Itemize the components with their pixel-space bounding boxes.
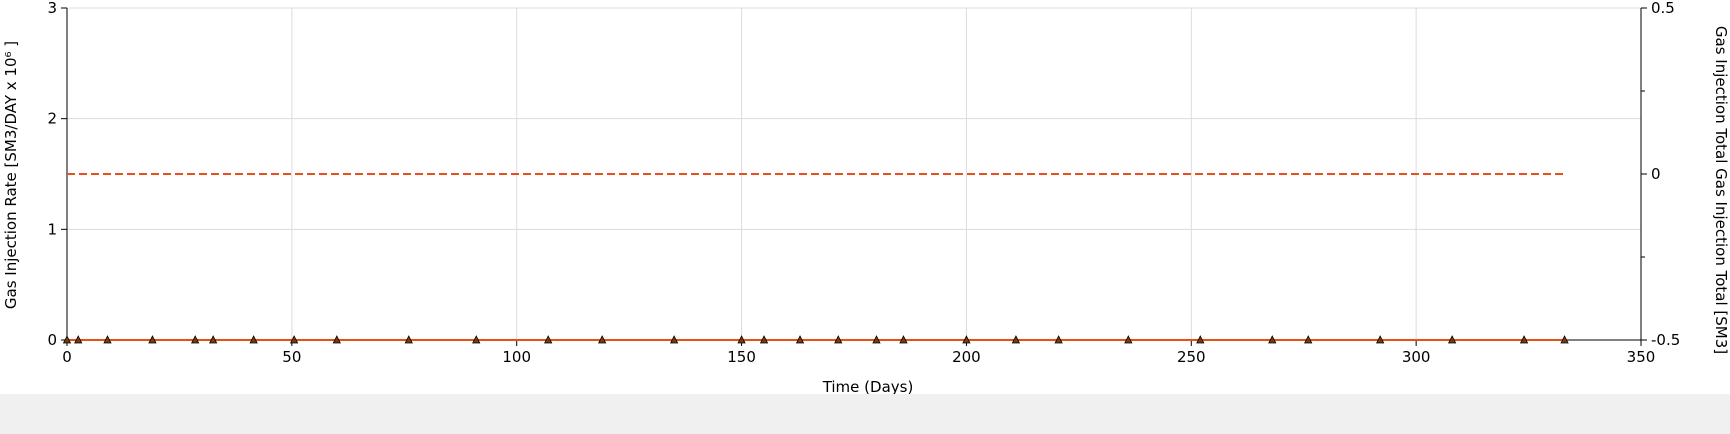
y-tick-label-right: 0 bbox=[1651, 165, 1661, 183]
data-point-marker bbox=[759, 335, 769, 344]
data-point-marker bbox=[404, 335, 413, 344]
data-point-marker bbox=[1376, 335, 1385, 344]
data-point-marker bbox=[191, 335, 200, 344]
data-point-marker bbox=[1519, 335, 1529, 344]
data-point-marker bbox=[795, 335, 805, 344]
data-point-marker bbox=[103, 335, 112, 344]
data-point-marker bbox=[1196, 335, 1205, 344]
data-point-marker bbox=[332, 335, 341, 344]
data-point-marker bbox=[249, 335, 258, 344]
data-point-marker bbox=[737, 335, 746, 344]
data-point-marker bbox=[598, 335, 607, 344]
data-point-marker bbox=[209, 335, 218, 344]
x-tick-label: 300 bbox=[1402, 348, 1431, 366]
data-point-marker bbox=[1011, 335, 1021, 344]
data-point-marker bbox=[472, 335, 481, 344]
y-tick-label-left: 2 bbox=[47, 110, 57, 128]
x-tick-label: 100 bbox=[502, 348, 531, 366]
data-point-marker bbox=[148, 335, 157, 344]
data-point-marker bbox=[1304, 335, 1313, 344]
data-point-marker bbox=[1447, 335, 1457, 344]
y-axis-label-left: Gas Injection Rate [SM3/DAY x 10⁶ ] bbox=[2, 41, 20, 309]
data-point-marker bbox=[1054, 335, 1063, 344]
y-axis-label-right: Gas Injection Total Gas Injection Total … bbox=[1712, 26, 1730, 354]
data-point-marker bbox=[1124, 335, 1133, 344]
x-tick-label: 350 bbox=[1627, 348, 1656, 366]
status-strip bbox=[0, 394, 1730, 434]
data-point-marker bbox=[669, 335, 679, 344]
data-point-marker bbox=[1560, 335, 1569, 344]
series-layer bbox=[62, 173, 1569, 344]
y-tick-label-right: -0.5 bbox=[1651, 331, 1680, 349]
x-tick-label: 50 bbox=[282, 348, 301, 366]
y-tick-label-left: 3 bbox=[47, 0, 57, 17]
data-point-marker bbox=[899, 335, 908, 344]
y-tick-label-left: 0 bbox=[47, 331, 57, 349]
y-tick-label-left: 1 bbox=[47, 220, 57, 238]
data-point-marker bbox=[872, 335, 881, 344]
x-tick-label: 200 bbox=[952, 348, 981, 366]
data-point-marker bbox=[544, 335, 553, 344]
y-tick-label-right: 0.5 bbox=[1651, 0, 1675, 17]
x-tick-label: 150 bbox=[727, 348, 756, 366]
data-point-marker bbox=[62, 335, 72, 344]
x-tick-label: 0 bbox=[62, 348, 72, 366]
data-point-marker bbox=[834, 335, 843, 344]
axes: 0 50 100 150 200 250 300 350 0 1 2 3 -0.5 0 0.5 bbox=[47, 0, 1680, 366]
x-tick-label: 250 bbox=[1177, 348, 1206, 366]
data-point-marker bbox=[962, 335, 971, 344]
chart: 0 50 100 150 200 250 300 350 0 1 2 3 -0.5 0 0.5 Time (… bbox=[2, 0, 1730, 396]
data-point-marker bbox=[289, 335, 299, 344]
data-point-marker bbox=[1268, 335, 1277, 344]
chart-panel: 0 50 100 150 200 250 300 350 0 1 2 3 -0.5 0 0.5 Time (… bbox=[0, 0, 1730, 396]
data-point-marker bbox=[74, 335, 83, 344]
x-axis-label: Time (Days) bbox=[822, 378, 914, 394]
